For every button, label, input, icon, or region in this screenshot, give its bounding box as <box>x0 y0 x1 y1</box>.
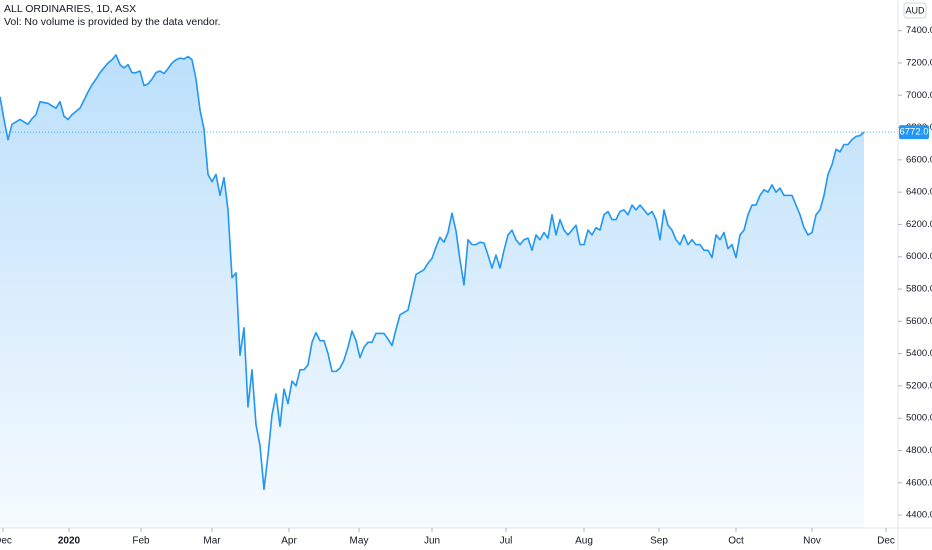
x-tick-label: Oct <box>728 536 744 547</box>
y-tick-label: 5000.0 <box>906 413 932 424</box>
currency-button-box[interactable] <box>903 2 927 19</box>
x-tick-label: Jun <box>424 536 440 547</box>
currency-button[interactable]: AUD <box>905 5 925 15</box>
area-fill <box>0 54 864 528</box>
y-tick-label: 4400.0 <box>906 510 932 521</box>
price-line <box>0 54 865 491</box>
y-tick-label: 6600.0 <box>906 154 932 165</box>
y-tick-label: 6200.0 <box>906 219 932 230</box>
x-tick-label: Apr <box>281 536 297 547</box>
chart-subtitle: Vol: No volume is provided by the data v… <box>4 16 221 28</box>
y-tick-label: 7000.0 <box>906 90 932 101</box>
x-tick-label: Dec <box>0 536 12 547</box>
y-tick-label: 7200.0 <box>906 57 932 68</box>
last-price-label: 6772.0 <box>899 127 928 138</box>
y-tick-label: 5800.0 <box>906 284 932 295</box>
x-tick-label: Mar <box>203 536 221 547</box>
last-price: 6772.0 <box>899 125 929 140</box>
x-tick-label: Sep <box>650 536 668 547</box>
y-tick-label: 6000.0 <box>906 251 932 262</box>
y-tick-label: 5200.0 <box>906 380 932 391</box>
x-tick-label: 2020 <box>58 536 81 547</box>
x-tick-label: Nov <box>803 536 821 547</box>
x-tick-label: Feb <box>132 536 150 547</box>
x-tick-label: May <box>350 536 369 547</box>
y-tick-label: 4600.0 <box>906 477 932 488</box>
last-price-box <box>899 125 929 140</box>
price-axis: 4400.0 4600.0 4800.0 5000.0 5200.0 5400.0 5600… <box>898 25 932 521</box>
y-tick-label: 4800.0 <box>906 445 932 456</box>
y-tick-label: 5600.0 <box>906 316 932 327</box>
x-tick-label: Jul <box>500 536 513 547</box>
plot-area <box>0 54 898 528</box>
y-tick-label: 5400.0 <box>906 348 932 359</box>
time-axis: Dec 2020 Feb Mar Apr May Jun Jul Aug Sep Oct Nov Dec <box>0 528 895 547</box>
y-tick-label: 7400.0 <box>906 25 932 36</box>
x-tick-label: Aug <box>575 536 593 547</box>
chart-title: ALL ORDINARIES, 1D, ASX <box>4 3 136 15</box>
x-tick-label: Dec <box>877 536 895 547</box>
y-tick-label: 6400.0 <box>906 187 932 198</box>
